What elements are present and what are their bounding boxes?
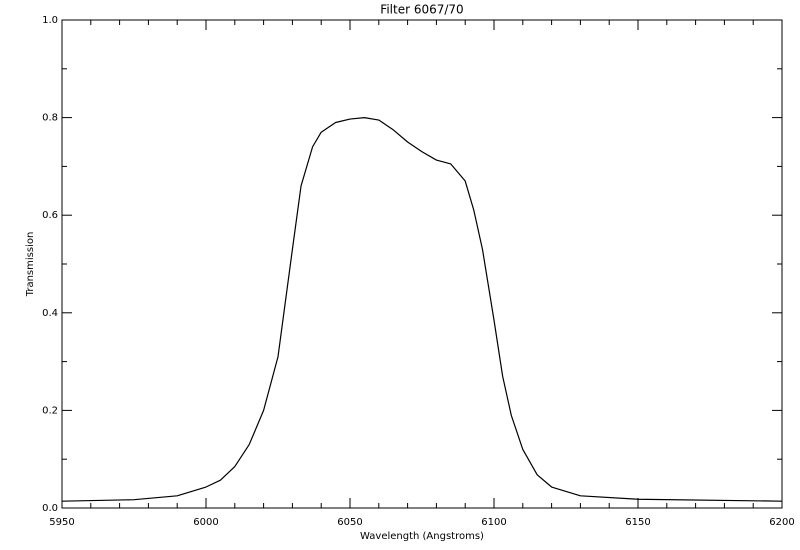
- y-tick-label: 0.6: [42, 210, 58, 221]
- y-axis-label: Transmission: [25, 232, 36, 298]
- x-tick-label: 5950: [49, 517, 74, 528]
- x-tick-label: 6100: [481, 517, 506, 528]
- x-tick-label: 6050: [337, 517, 362, 528]
- plot-frame: [61, 19, 783, 509]
- y-tick-label: 0.4: [42, 308, 58, 319]
- y-tick-label: 0.2: [42, 405, 58, 416]
- x-tick-label: 6000: [193, 517, 218, 528]
- y-tick-label: 0.0: [42, 503, 58, 514]
- x-tick-label: 6150: [625, 517, 650, 528]
- chart-title: Filter 6067/70: [380, 3, 463, 17]
- y-tick-label: 0.8: [42, 113, 58, 124]
- data-line: [61, 117, 783, 502]
- x-tick-label: 6200: [769, 517, 794, 528]
- x-axis-label: Wavelength (Angstroms): [360, 531, 484, 542]
- y-tick-label: 1.0: [42, 15, 58, 26]
